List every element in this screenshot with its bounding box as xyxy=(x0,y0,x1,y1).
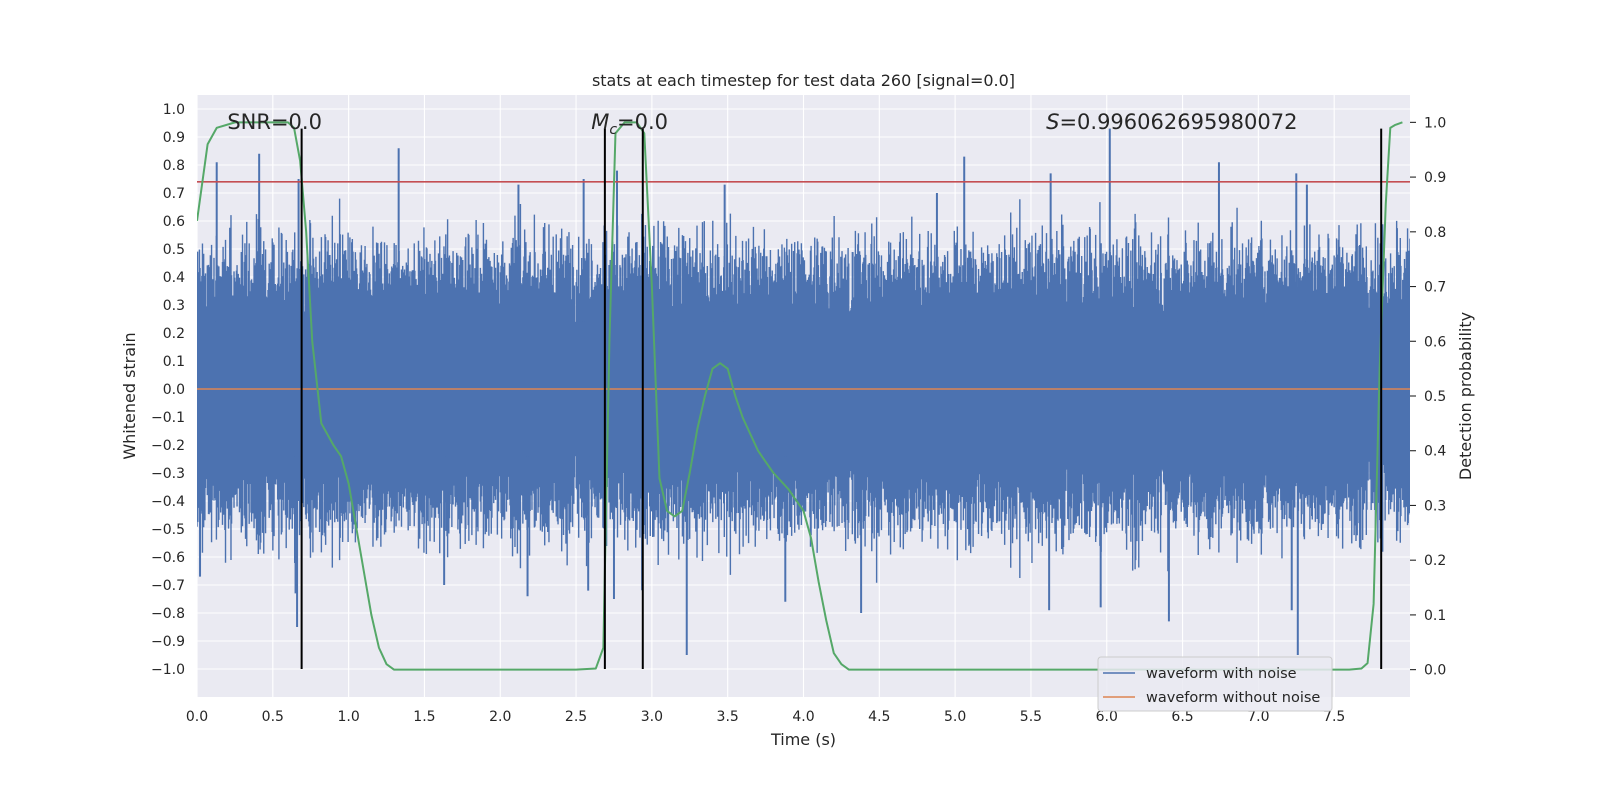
x-tick-label: 4.5 xyxy=(868,709,890,725)
y2-tick-label: 0.9 xyxy=(1424,170,1446,186)
y-tick-label: 0.0 xyxy=(163,382,185,398)
annotation-value: =0.0 xyxy=(617,110,668,134)
legend: waveform with noise waveform without noi… xyxy=(1097,656,1333,712)
y-tick-label: 0.4 xyxy=(163,270,185,286)
tick-labels: 0.0 0.5 1.0 1.5 2.0 2.5 3.0 3.5 4.0 4.5 5.0 5.5 6.0 6… xyxy=(151,102,1446,725)
x-tick-label: 6.5 xyxy=(1171,709,1193,725)
y2-tick-label: 0.8 xyxy=(1424,225,1446,241)
y-tick-label: −0.4 xyxy=(151,494,185,510)
y2-tick-label: 0.6 xyxy=(1424,334,1446,350)
x-tick-label: 0.5 xyxy=(262,709,284,725)
x-tick-label: 3.5 xyxy=(717,709,739,725)
y2-tick-label: 0.0 xyxy=(1424,663,1446,679)
y-tick-label: −0.9 xyxy=(151,634,185,650)
x-tick-label: 5.5 xyxy=(1020,709,1042,725)
y2-axis-label: Detection probability xyxy=(1456,312,1475,480)
y-tick-label: −0.6 xyxy=(151,550,185,566)
y-tick-label: −0.1 xyxy=(151,410,185,426)
y2-tick-label: 0.3 xyxy=(1424,498,1446,514)
x-tick-label: 7.0 xyxy=(1247,709,1269,725)
y-tick-label: 1.0 xyxy=(163,102,185,118)
y-tick-label: −0.7 xyxy=(151,578,185,594)
y2-tick-label: 0.2 xyxy=(1424,553,1446,569)
x-tick-label: 0.0 xyxy=(186,709,208,725)
y-axis-label: Whitened strain xyxy=(120,332,139,459)
x-tick-label: 1.5 xyxy=(413,709,435,725)
y-tick-label: 0.3 xyxy=(163,298,185,314)
annotation-S-0-996062695980072: S=0.996062695980072 xyxy=(1046,110,1297,134)
annotation-symbol: S xyxy=(1046,110,1059,134)
y-tick-label: 0.8 xyxy=(163,158,185,174)
y-tick-label: 0.5 xyxy=(163,242,185,258)
legend-label-waveform-without-noise: waveform without noise xyxy=(1146,690,1320,706)
y-tick-label: 0.2 xyxy=(163,326,185,342)
x-tick-label: 2.5 xyxy=(565,709,587,725)
x-tick-label: 7.5 xyxy=(1323,709,1345,725)
annotation-symbol: M xyxy=(591,110,609,134)
y2-tick-label: 0.5 xyxy=(1424,389,1446,405)
x-tick-label: 3.0 xyxy=(641,709,663,725)
y2-tick-label: 0.7 xyxy=(1424,280,1446,296)
marker-lines xyxy=(300,128,1383,669)
x-axis-label: Time (s) xyxy=(770,730,836,749)
y-tick-label: −0.5 xyxy=(151,522,185,538)
x-tick-label: 1.0 xyxy=(337,709,359,725)
annotations: SNR=0.0 Mc=0.0 S=0.996062695980072 xyxy=(227,110,1297,138)
legend-box xyxy=(1097,656,1333,712)
annotation-SNR-0-0: SNR=0.0 xyxy=(227,110,322,134)
y-tick-label: −0.8 xyxy=(151,606,185,622)
x-tick-label: 4.0 xyxy=(792,709,814,725)
legend-label-waveform-with-noise: waveform with noise xyxy=(1146,666,1297,682)
y-tick-label: 0.1 xyxy=(163,354,185,370)
annotation-symbol: SNR=0.0 xyxy=(227,110,322,134)
y-tick-label: 0.6 xyxy=(163,214,185,230)
y-tick-label: −1.0 xyxy=(151,662,185,678)
y2-tick-label: 0.1 xyxy=(1424,608,1446,624)
x-tick-label: 6.0 xyxy=(1096,709,1118,725)
x-tick-label: 5.0 xyxy=(944,709,966,725)
y-tick-label: −0.2 xyxy=(151,438,185,454)
y-tick-label: 0.7 xyxy=(163,186,185,202)
annotation-Mc-0-0: Mc=0.0 xyxy=(591,110,668,138)
chart-title: stats at each timestep for test data 260… xyxy=(592,71,1015,90)
series-layer xyxy=(197,121,1410,671)
y2-tick-label: 1.0 xyxy=(1424,115,1446,131)
x-tick-label: 2.0 xyxy=(489,709,511,725)
annotation-subscript: c xyxy=(609,122,617,138)
y-tick-label: −0.3 xyxy=(151,466,185,482)
y-tick-label: 0.9 xyxy=(163,130,185,146)
annotation-value: =0.996062695980072 xyxy=(1059,110,1297,134)
series-detection-probability xyxy=(197,121,1403,671)
y2-tick-label: 0.4 xyxy=(1424,444,1446,460)
